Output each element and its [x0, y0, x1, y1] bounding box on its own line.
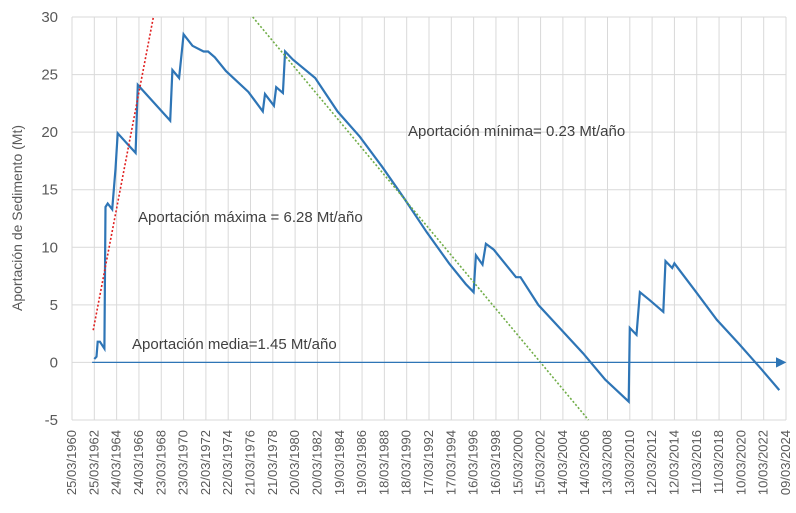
x-tick-label: 16/03/1998 — [488, 430, 503, 495]
y-tick-label: -5 — [45, 412, 58, 429]
x-tick-label: 16/03/1996 — [466, 430, 481, 495]
x-tick-label: 17/03/1994 — [443, 430, 458, 495]
x-tick-label: 21/03/1978 — [265, 430, 280, 495]
series-line — [252, 16, 590, 421]
x-tick-label: 21/03/1976 — [243, 430, 258, 495]
x-tick-label: 25/03/1960 — [64, 430, 79, 495]
x-tick-label: 11/03/2016 — [689, 430, 704, 494]
series-line — [92, 16, 155, 331]
x-tick-label: 22/03/1972 — [198, 430, 213, 495]
x-tick-label: 25/03/1962 — [86, 430, 101, 495]
x-tick-label: 10/03/2022 — [756, 430, 771, 495]
x-tick-label: 15/03/2000 — [510, 430, 525, 495]
x-tick-label: 15/03/2002 — [533, 430, 548, 495]
x-tick-label: 14/03/2006 — [577, 430, 592, 495]
y-tick-label: 0 — [50, 354, 58, 371]
x-tick-label: 09/03/2024 — [778, 430, 793, 495]
x-tick-label: 20/03/1982 — [309, 430, 324, 495]
x-tick-label: 19/03/1984 — [332, 430, 347, 495]
x-tick-label: 23/03/1968 — [153, 430, 168, 495]
x-tick-label: 13/03/2010 — [622, 430, 637, 495]
x-tick-label: 12/03/2012 — [644, 430, 659, 495]
x-tick-label: 11/03/2018 — [711, 430, 726, 494]
x-tick-label: 10/03/2020 — [733, 430, 748, 495]
annotation: Aportación media=1.45 Mt/año — [132, 336, 337, 353]
x-tick-label: 19/03/1986 — [354, 430, 369, 495]
y-axis-label: Aportación de Sedimento (Mt) — [9, 125, 25, 311]
x-tick-label: 20/03/1980 — [287, 430, 302, 495]
x-tick-label: 23/03/1970 — [176, 430, 191, 495]
series-line — [93, 31, 781, 405]
x-tick-label: 18/03/1990 — [399, 430, 414, 495]
y-tick-label: 20 — [41, 124, 58, 141]
x-tick-label: 12/03/2014 — [666, 430, 681, 495]
x-tick-label: 22/03/1974 — [220, 430, 235, 495]
x-tick-label: 24/03/1964 — [109, 430, 124, 495]
x-tick-label: 17/03/1992 — [421, 430, 436, 495]
y-tick-label: 30 — [41, 9, 58, 26]
x-tick-label: 24/03/1966 — [131, 430, 146, 495]
x-tick-label: 18/03/1988 — [376, 430, 391, 495]
annotation: Aportación máxima = 6.28 Mt/año — [138, 209, 363, 226]
y-tick-label: 15 — [41, 182, 58, 199]
y-tick-label: 10 — [41, 239, 58, 256]
y-tick-label: 5 — [50, 297, 58, 314]
x-tick-label: 14/03/2004 — [555, 430, 570, 495]
x-tick-label: 13/03/2008 — [600, 430, 615, 495]
y-tick-label: 25 — [41, 67, 58, 84]
annotation: Aportación mínima= 0.23 Mt/año — [408, 123, 625, 140]
